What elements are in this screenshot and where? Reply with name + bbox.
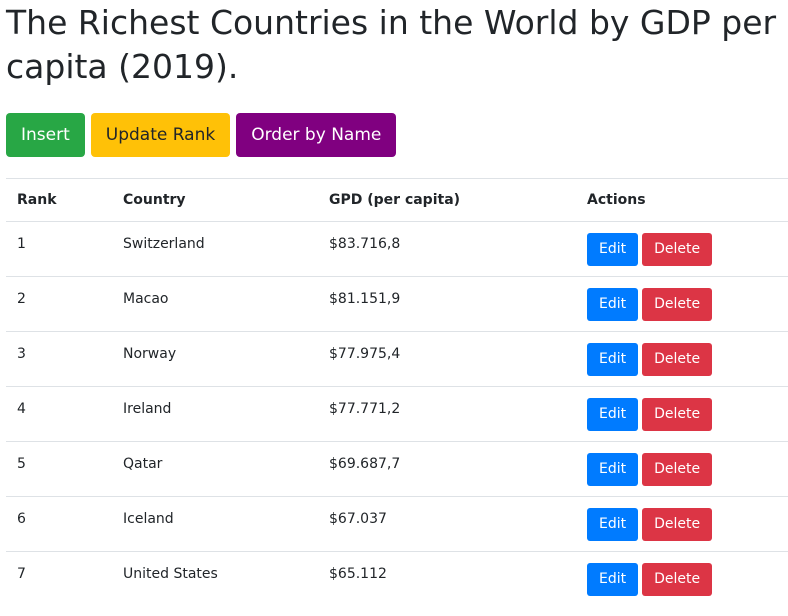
cell-rank: 7 bbox=[6, 551, 112, 606]
table-row: 5 Qatar $69.687,7 Edit Delete bbox=[6, 441, 788, 497]
cell-country: Qatar bbox=[112, 441, 318, 497]
cell-gdp: $69.687,7 bbox=[318, 441, 576, 497]
cell-gdp: $83.716,8 bbox=[318, 221, 576, 277]
insert-button[interactable]: Insert bbox=[6, 113, 85, 157]
edit-button[interactable]: Edit bbox=[587, 232, 639, 266]
cell-country: Macao bbox=[112, 276, 318, 332]
edit-button[interactable]: Edit bbox=[587, 287, 639, 321]
header-actions: Actions bbox=[576, 178, 788, 222]
cell-actions: Edit Delete bbox=[576, 386, 788, 442]
edit-button[interactable]: Edit bbox=[587, 342, 639, 376]
header-gdp: GPD (per capita) bbox=[318, 178, 576, 222]
table-row: 4 Ireland $77.771,2 Edit Delete bbox=[6, 386, 788, 442]
delete-button[interactable]: Delete bbox=[642, 342, 713, 376]
cell-rank: 2 bbox=[6, 276, 112, 332]
update-rank-button[interactable]: Update Rank bbox=[90, 113, 231, 157]
toolbar: Insert Update Rank Order by Name bbox=[6, 113, 397, 157]
page-title: The Richest Countries in the World by GD… bbox=[6, 3, 777, 86]
cell-country: Ireland bbox=[112, 386, 318, 442]
delete-button[interactable]: Delete bbox=[642, 287, 713, 321]
cell-actions: Edit Delete bbox=[576, 276, 788, 332]
cell-rank: 1 bbox=[6, 221, 112, 277]
edit-button[interactable]: Edit bbox=[587, 562, 639, 596]
table-row: 6 Iceland $67.037 Edit Delete bbox=[6, 496, 788, 552]
header-rank: Rank bbox=[6, 178, 112, 222]
edit-button[interactable]: Edit bbox=[587, 507, 639, 541]
delete-button[interactable]: Delete bbox=[642, 507, 713, 541]
cell-actions: Edit Delete bbox=[576, 331, 788, 387]
delete-button[interactable]: Delete bbox=[642, 562, 713, 596]
cell-gdp: $65.112 bbox=[318, 551, 576, 606]
table-row: 1 Switzerland $83.716,8 Edit Delete bbox=[6, 221, 788, 277]
table-row: 2 Macao $81.151,9 Edit Delete bbox=[6, 276, 788, 332]
cell-actions: Edit Delete bbox=[576, 441, 788, 497]
cell-country: Norway bbox=[112, 331, 318, 387]
delete-button[interactable]: Delete bbox=[642, 397, 713, 431]
order-by-name-button[interactable]: Order by Name bbox=[236, 113, 397, 157]
table-header-row: Rank Country GPD (per capita) Actions bbox=[6, 178, 788, 222]
cell-country: United States bbox=[112, 551, 318, 606]
cell-rank: 3 bbox=[6, 331, 112, 387]
cell-country: Iceland bbox=[112, 496, 318, 552]
cell-gdp: $67.037 bbox=[318, 496, 576, 552]
table-row: 7 United States $65.112 Edit Delete bbox=[6, 551, 788, 606]
cell-rank: 4 bbox=[6, 386, 112, 442]
cell-actions: Edit Delete bbox=[576, 496, 788, 552]
countries-table: Rank Country GPD (per capita) Actions 1 … bbox=[6, 178, 788, 606]
delete-button[interactable]: Delete bbox=[642, 452, 713, 486]
edit-button[interactable]: Edit bbox=[587, 397, 639, 431]
header-country: Country bbox=[112, 178, 318, 222]
edit-button[interactable]: Edit bbox=[587, 452, 639, 486]
cell-country: Switzerland bbox=[112, 221, 318, 277]
cell-rank: 5 bbox=[6, 441, 112, 497]
cell-gdp: $77.771,2 bbox=[318, 386, 576, 442]
cell-rank: 6 bbox=[6, 496, 112, 552]
delete-button[interactable]: Delete bbox=[642, 232, 713, 266]
cell-gdp: $81.151,9 bbox=[318, 276, 576, 332]
cell-actions: Edit Delete bbox=[576, 221, 788, 277]
cell-gdp: $77.975,4 bbox=[318, 331, 576, 387]
table-row: 3 Norway $77.975,4 Edit Delete bbox=[6, 331, 788, 387]
cell-actions: Edit Delete bbox=[576, 551, 788, 606]
